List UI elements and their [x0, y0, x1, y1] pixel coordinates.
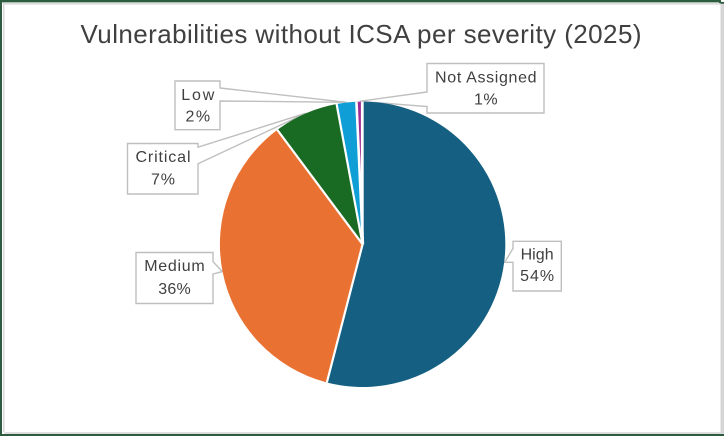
- svg-text:54%: 54%: [520, 268, 554, 285]
- svg-text:1%: 1%: [474, 91, 498, 108]
- svg-text:36%: 36%: [158, 281, 191, 298]
- svg-text:7%: 7%: [151, 171, 175, 188]
- svg-text:Not Assigned: Not Assigned: [435, 69, 537, 86]
- svg-text:Critical: Critical: [136, 149, 191, 166]
- svg-text:Medium: Medium: [144, 258, 205, 275]
- svg-text:2%: 2%: [186, 109, 211, 126]
- svg-text:Low: Low: [181, 87, 214, 104]
- svg-text:Vulnerabilities without ICSA p: Vulnerabilities without ICSA per severit…: [81, 19, 642, 49]
- svg-text:High: High: [521, 247, 554, 264]
